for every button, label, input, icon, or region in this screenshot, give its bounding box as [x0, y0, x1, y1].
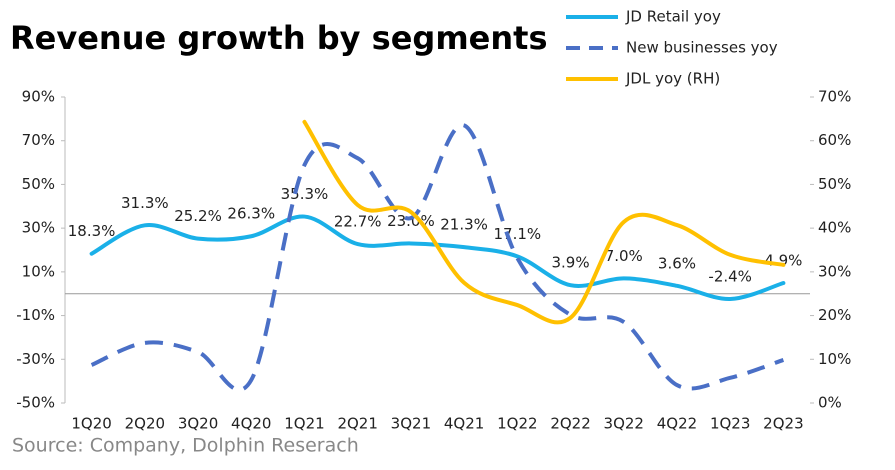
series-line: [90, 123, 785, 392]
x-tick-label: 4Q20: [231, 415, 271, 433]
y2-tick-label: 10%: [818, 350, 851, 368]
x-tick-label: 1Q23: [710, 415, 750, 433]
y-tick-label: -50%: [16, 394, 55, 412]
data-label: 35.3%: [281, 185, 329, 203]
legend-label: JD Retail yoy: [625, 8, 721, 26]
y2-tick-label: 20%: [818, 306, 851, 324]
data-label: 23.0%: [387, 212, 435, 230]
x-tick-label: 2Q23: [763, 415, 803, 433]
legend-label: JDL yoy (RH): [625, 70, 720, 88]
data-label: 7.0%: [605, 247, 643, 265]
x-tick-label: 2Q20: [125, 415, 165, 433]
x-tick-label: 3Q20: [178, 415, 218, 433]
chart-title: Revenue growth by segments: [10, 19, 548, 57]
x-tick-label: 3Q22: [604, 415, 644, 433]
x-tick-label: 1Q21: [284, 415, 324, 433]
data-label: 22.7%: [334, 213, 382, 231]
x-tick-label: 2Q22: [550, 415, 590, 433]
data-label: 25.2%: [174, 207, 222, 225]
x-tick-label: 3Q21: [391, 415, 431, 433]
x-tick-label: 1Q22: [497, 415, 537, 433]
x-tick-label: 4Q22: [657, 415, 697, 433]
series-line: [302, 119, 786, 325]
data-label: 26.3%: [227, 205, 275, 223]
y-tick-label: 30%: [22, 219, 55, 237]
y-tick-label: 70%: [22, 131, 55, 149]
x-tick-label: 1Q20: [71, 415, 111, 433]
x-tick-label: 2Q21: [337, 415, 377, 433]
y2-tick-label: 50%: [818, 175, 851, 193]
data-label: 18.3%: [68, 222, 116, 240]
source: Source: Company, Dolphin Reserach: [12, 435, 359, 457]
legend-label: New businesses yoy: [626, 39, 778, 57]
data-label: 3.6%: [658, 254, 696, 272]
data-label: 17.1%: [493, 225, 541, 243]
y-tick-label: -30%: [16, 350, 55, 368]
y2-tick-label: 30%: [818, 262, 851, 280]
x-tick-label: 4Q21: [444, 415, 484, 433]
y-tick-label: 10%: [22, 262, 55, 280]
y2-tick-label: 70%: [818, 88, 851, 106]
y-tick-label: 50%: [22, 175, 55, 193]
y-tick-label: 90%: [22, 88, 55, 106]
data-label: 31.3%: [121, 194, 169, 212]
y2-tick-label: 60%: [818, 131, 851, 149]
data-label: 3.9%: [551, 254, 589, 272]
data-label: 21.3%: [440, 216, 488, 234]
y2-tick-label: 40%: [818, 219, 851, 237]
y2-tick-label: 0%: [818, 394, 842, 412]
y-tick-label: -10%: [16, 306, 55, 324]
data-label: -2.4%: [708, 267, 752, 285]
